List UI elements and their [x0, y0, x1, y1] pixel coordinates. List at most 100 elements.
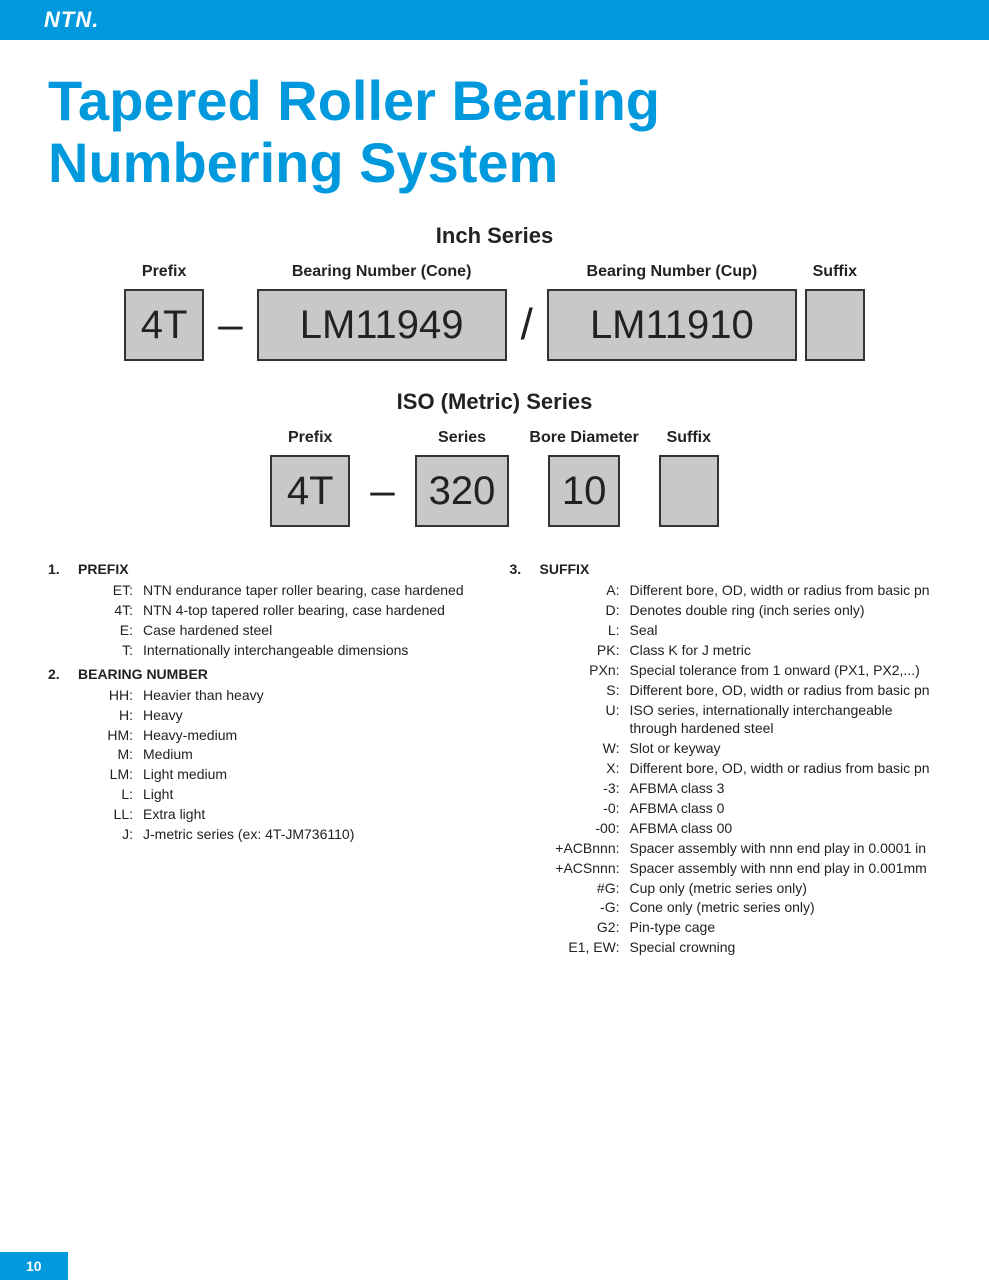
definition-key: W:	[510, 739, 630, 758]
definition-key: H:	[48, 706, 143, 725]
iso-series-heading: ISO (Metric) Series	[48, 389, 941, 415]
definition-value: Cup only (metric series only)	[630, 879, 942, 898]
definition-row: E1, EW:Special crowning	[510, 938, 942, 957]
definition-row: -3:AFBMA class 3	[510, 779, 942, 798]
diagram-cell: Bearing Number (Cup) LM11910	[547, 263, 797, 361]
definition-key: U:	[510, 701, 630, 739]
definition-row: HH:Heavier than heavy	[48, 686, 480, 705]
diagram-separator: /	[511, 289, 543, 361]
definition-value: Different bore, OD, width or radius from…	[630, 581, 942, 600]
definition-value: Medium	[143, 745, 480, 764]
page-number: 10	[0, 1252, 68, 1280]
definition-row: W:Slot or keyway	[510, 739, 942, 758]
definition-value: NTN 4-top tapered roller bearing, case h…	[143, 601, 480, 620]
diagram-cell-box: LM11949	[257, 289, 507, 361]
definition-section-header: 2.BEARING NUMBER	[48, 666, 480, 682]
diagram-cell-label: Suffix	[667, 429, 711, 447]
definition-value: AFBMA class 00	[630, 819, 942, 838]
definition-section-title: PREFIX	[78, 561, 129, 577]
definition-value: AFBMA class 0	[630, 799, 942, 818]
iso-series-diagram: Prefix4T–Series320Bore Diameter10Suffix	[48, 429, 941, 527]
diagram-cell: Prefix 4T	[270, 429, 350, 527]
definition-row: LL:Extra light	[48, 805, 480, 824]
inch-series-diagram: Prefix4T–Bearing Number (Cone)LM11949/Be…	[48, 263, 941, 361]
definition-key: D:	[510, 601, 630, 620]
definition-key: -3:	[510, 779, 630, 798]
definition-value: Different bore, OD, width or radius from…	[630, 681, 942, 700]
definition-key: ET:	[48, 581, 143, 600]
diagram-separator: –	[208, 289, 252, 361]
definition-row: ET:NTN endurance taper roller bearing, c…	[48, 581, 480, 600]
definition-row: G2:Pin-type cage	[510, 918, 942, 937]
definition-key: PK:	[510, 641, 630, 660]
definition-row: M:Medium	[48, 745, 480, 764]
diagram-cell-label: Bore Diameter	[529, 429, 638, 447]
definition-key: E:	[48, 621, 143, 640]
diagram-cell-box: 4T	[124, 289, 204, 361]
definition-value: Heavier than heavy	[143, 686, 480, 705]
definition-value: AFBMA class 3	[630, 779, 942, 798]
definition-row: PXn:Special tolerance from 1 onward (PX1…	[510, 661, 942, 680]
definition-value: J-metric series (ex: 4T-JM736110)	[143, 825, 480, 844]
definition-row: D:Denotes double ring (inch series only)	[510, 601, 942, 620]
diagram-cell-label: Prefix	[142, 263, 186, 281]
diagram-cell-label: Prefix	[288, 429, 332, 447]
definition-key: LL:	[48, 805, 143, 824]
definition-value: Extra light	[143, 805, 480, 824]
diagram-cell-label: Series	[438, 429, 486, 447]
inch-series-heading: Inch Series	[48, 223, 941, 249]
diagram-cell-box: 4T	[270, 455, 350, 527]
diagram-cell-label: Bearing Number (Cone)	[292, 263, 472, 281]
definition-value: ISO series, internationally interchangea…	[630, 701, 942, 739]
definition-row: -00:AFBMA class 00	[510, 819, 942, 838]
definition-row: L:Light	[48, 785, 480, 804]
definition-row: E:Case hardened steel	[48, 621, 480, 640]
definition-key: +ACBnnn:	[510, 839, 630, 858]
definition-key: HH:	[48, 686, 143, 705]
diagram-cell-box	[805, 289, 865, 361]
definition-value: Light medium	[143, 765, 480, 784]
definition-value: Denotes double ring (inch series only)	[630, 601, 942, 620]
definition-row: U:ISO series, internationally interchang…	[510, 701, 942, 739]
definition-row: T:Internationally interchangeable dimens…	[48, 641, 480, 660]
definition-row: LM:Light medium	[48, 765, 480, 784]
definition-section-number: 2.	[48, 666, 78, 682]
definition-key: 4T:	[48, 601, 143, 620]
definition-row: -G:Cone only (metric series only)	[510, 898, 942, 917]
definition-row: H:Heavy	[48, 706, 480, 725]
definition-key: X:	[510, 759, 630, 778]
definition-value: Special tolerance from 1 onward (PX1, PX…	[630, 661, 942, 680]
diagram-cell: Suffix	[659, 429, 719, 527]
definition-row: +ACBnnn:Spacer assembly with nnn end pla…	[510, 839, 942, 858]
page-title: Tapered Roller Bearing Numbering System	[48, 70, 941, 193]
diagram-cell-label: Bearing Number (Cup)	[587, 263, 758, 281]
header-bar: NTN.	[0, 0, 989, 40]
definition-key: G2:	[510, 918, 630, 937]
definition-key: PXn:	[510, 661, 630, 680]
definition-row: 4T:NTN 4-top tapered roller bearing, cas…	[48, 601, 480, 620]
definition-key: -G:	[510, 898, 630, 917]
definition-key: T:	[48, 641, 143, 660]
definition-section-header: 3.SUFFIX	[510, 561, 942, 577]
definition-key: #G:	[510, 879, 630, 898]
definition-row: L:Seal	[510, 621, 942, 640]
definition-row: -0:AFBMA class 0	[510, 799, 942, 818]
definition-value: Spacer assembly with nnn end play in 0.0…	[630, 859, 942, 878]
definition-value: Internationally interchangeable dimensio…	[143, 641, 480, 660]
definition-value: Seal	[630, 621, 942, 640]
definition-section-number: 3.	[510, 561, 540, 577]
diagram-separator: –	[360, 455, 404, 527]
diagram-cell: Bearing Number (Cone) LM11949	[257, 263, 507, 361]
definition-row: #G:Cup only (metric series only)	[510, 879, 942, 898]
definition-key: S:	[510, 681, 630, 700]
definition-key: HM:	[48, 726, 143, 745]
definition-row: +ACSnnn:Spacer assembly with nnn end pla…	[510, 859, 942, 878]
definition-value: Case hardened steel	[143, 621, 480, 640]
definition-value: NTN endurance taper roller bearing, case…	[143, 581, 480, 600]
definition-value: Different bore, OD, width or radius from…	[630, 759, 942, 778]
definition-value: Special crowning	[630, 938, 942, 957]
definition-section-title: BEARING NUMBER	[78, 666, 208, 682]
diagram-cell: Series320	[415, 429, 510, 527]
diagram-cell-box: LM11910	[547, 289, 797, 361]
definition-section-header: 1.PREFIX	[48, 561, 480, 577]
